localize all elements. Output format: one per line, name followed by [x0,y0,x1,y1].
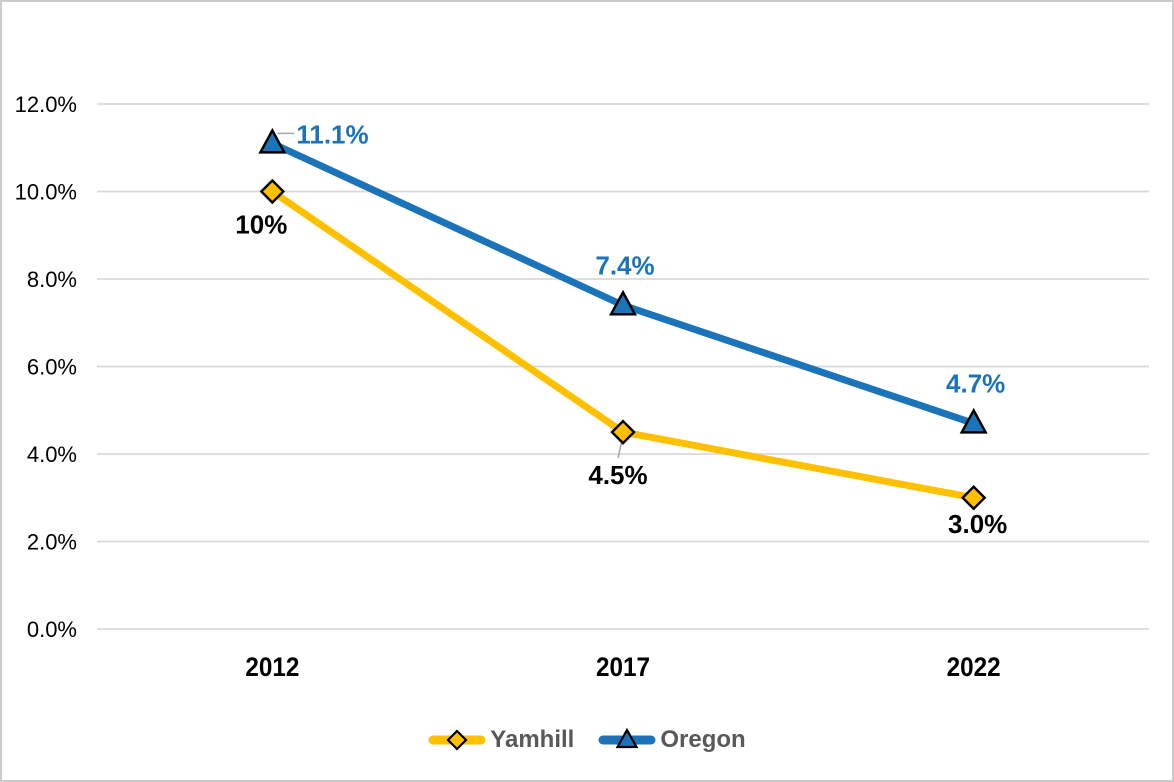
chart-legend: Yamhill Oregon [2,727,1172,753]
data-label-oregon: 7.4% [595,250,654,280]
legend-item-oregon: Oregon [598,726,746,753]
data-label-oregon: 4.7% [946,368,1005,398]
series-line-yamhill [268,188,978,502]
y-axis-tick-label: 2.0% [27,530,77,555]
marker-diamond-yamhill [259,178,286,205]
x-axis-tick-label: 2012 [245,652,299,682]
legend-triangle-marker-icon [598,727,656,749]
marker-triangle-oregon [959,407,988,434]
marker-triangle-oregon [258,127,287,154]
marker-triangle-oregon [608,289,638,316]
y-axis-tick-label: 0.0% [27,617,77,642]
legend-label-oregon: Oregon [660,726,746,753]
x-axis-tick-label: 2022 [947,652,1001,682]
y-axis-tick-label: 12.0% [15,92,77,117]
data-label-oregon: 11.1% [296,119,368,149]
legend-diamond-marker-icon [428,729,486,751]
y-axis-tick-label: 10.0% [15,180,77,205]
data-label-yamhill: 10% [235,210,287,240]
legend-label-yamhill: Yamhill [490,726,575,753]
y-axis-tick-label: 8.0% [27,267,77,292]
y-axis-tick-label: 6.0% [27,355,77,380]
data-label-yamhill: 4.5% [588,460,647,490]
data-label-yamhill: 3.0% [948,509,1007,539]
series-line-oregon [268,139,978,427]
legend-item-yamhill: Yamhill [428,727,574,753]
marker-diamond-yamhill [610,419,636,445]
y-axis-tick-label: 4.0% [27,442,77,467]
marker-diamond-yamhill [960,485,987,511]
x-axis-tick-label: 2017 [596,652,650,682]
